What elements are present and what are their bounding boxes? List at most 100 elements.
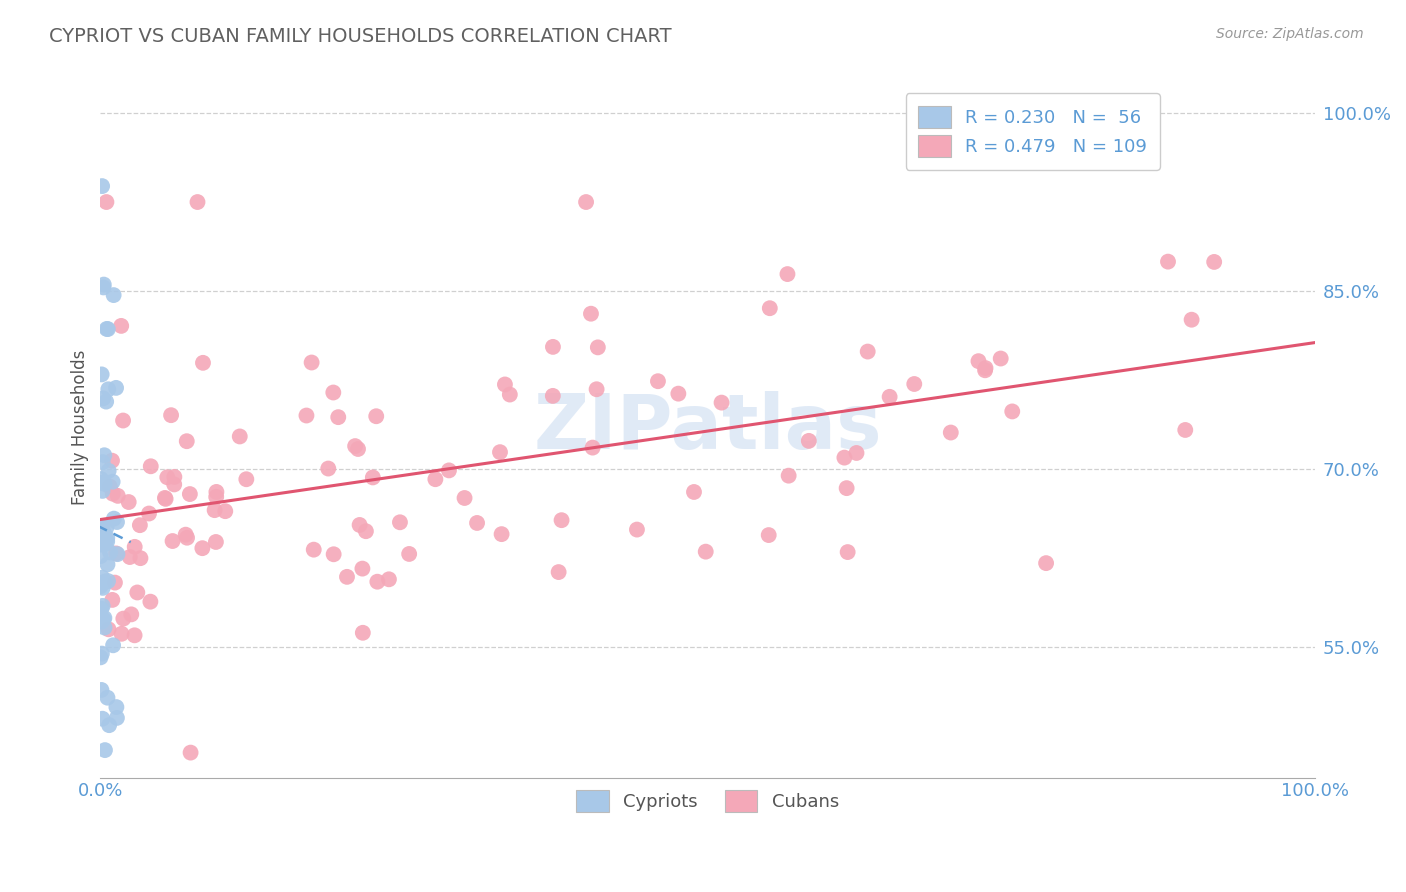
Point (758, 528, 780, 542)
Point (835, 481, 858, 495)
Point (191, 541, 214, 556)
Text: Source: ZipAtlas.com: Source: ZipAtlas.com (1216, 27, 1364, 41)
Point (153, 491, 176, 505)
Point (91, 483, 114, 498)
Point (354, 524, 377, 539)
Point (105, 700, 128, 714)
Point (162, 534, 184, 549)
Point (155, 491, 177, 506)
Point (124, 540, 146, 554)
Point (179, 487, 201, 501)
Point (96, 322, 118, 336)
Point (710, 395, 733, 409)
Point (96, 534, 118, 549)
Point (139, 595, 162, 609)
Point (683, 485, 706, 500)
Point (316, 461, 339, 475)
Point (138, 507, 160, 521)
Point (96, 531, 118, 545)
Point (91, 520, 114, 534)
Point (1174, 423, 1197, 437)
Point (89, 475, 111, 490)
Point (93, 611, 115, 625)
Point (103, 288, 125, 302)
Point (91, 571, 114, 585)
Point (191, 356, 214, 370)
Point (388, 516, 411, 530)
Point (98, 545, 121, 559)
Point (128, 518, 150, 533)
Point (90, 615, 112, 629)
Point (302, 542, 325, 557)
Point (91, 455, 114, 469)
Point (575, 194, 598, 209)
Point (174, 527, 197, 541)
Point (453, 491, 475, 505)
Point (361, 470, 384, 484)
Point (378, 572, 401, 586)
Point (139, 459, 162, 474)
Point (550, 513, 572, 527)
Point (322, 385, 344, 400)
Point (156, 470, 179, 484)
Point (328, 410, 350, 425)
Point (97, 622, 120, 636)
Point (93, 574, 115, 589)
Point (547, 565, 569, 579)
Point (494, 377, 516, 392)
Point (666, 386, 689, 401)
Point (90, 579, 112, 593)
Point (229, 429, 252, 443)
Point (695, 544, 717, 558)
Point (96, 690, 118, 705)
Point (491, 527, 513, 541)
Point (437, 463, 460, 477)
Point (1001, 404, 1024, 418)
Point (96, 558, 118, 572)
Point (856, 344, 879, 359)
Point (967, 354, 990, 368)
Point (626, 523, 648, 537)
Point (163, 477, 186, 491)
Point (586, 340, 609, 354)
Point (366, 409, 388, 424)
Point (91, 526, 114, 541)
Point (101, 486, 124, 500)
Point (204, 503, 226, 517)
Point (91, 392, 114, 406)
Point (939, 425, 962, 440)
Point (101, 593, 124, 607)
Point (176, 531, 198, 545)
Point (96, 394, 118, 409)
Point (118, 495, 141, 509)
Point (1181, 312, 1204, 326)
Point (903, 376, 925, 391)
Text: CYPRIOT VS CUBAN FAMILY HOUSEHOLDS CORRELATION CHART: CYPRIOT VS CUBAN FAMILY HOUSEHOLDS CORRE… (49, 27, 672, 45)
Point (647, 374, 669, 388)
Point (94, 537, 117, 551)
Point (349, 518, 371, 533)
Point (96, 520, 118, 534)
Point (845, 446, 868, 460)
Point (974, 361, 997, 376)
Point (398, 547, 420, 561)
Point (322, 547, 344, 561)
Point (110, 627, 132, 641)
Point (127, 585, 149, 599)
Point (110, 318, 132, 333)
Point (778, 468, 800, 483)
Point (186, 194, 208, 209)
Point (98, 479, 121, 493)
Point (541, 340, 564, 354)
Point (90, 549, 112, 563)
Point (93, 621, 115, 635)
Point (93, 280, 115, 294)
Point (879, 390, 901, 404)
Point (1157, 254, 1180, 268)
Point (180, 746, 202, 760)
Point (97, 322, 120, 336)
Point (797, 434, 820, 448)
Point (107, 489, 129, 503)
Point (129, 551, 152, 566)
Point (1204, 255, 1226, 269)
